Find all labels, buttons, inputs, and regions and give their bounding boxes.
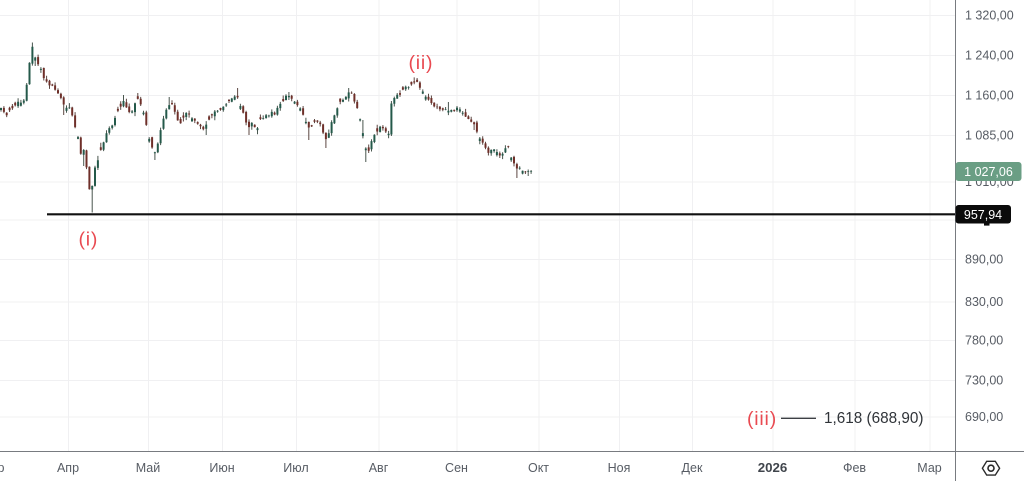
svg-text:890,00: 890,00: [965, 253, 1003, 267]
svg-text:(ii): (ii): [409, 52, 434, 74]
svg-text:830,00: 830,00: [965, 295, 1003, 309]
svg-text:1,618 (688,90): 1,618 (688,90): [824, 410, 924, 427]
svg-text:957,94: 957,94: [964, 208, 1002, 222]
svg-text:Дек: Дек: [682, 461, 703, 475]
svg-text:Окт: Окт: [528, 461, 549, 475]
svg-text:1 240,00: 1 240,00: [965, 49, 1014, 63]
svg-text:Май: Май: [136, 461, 161, 475]
svg-text:Мар: Мар: [0, 461, 5, 475]
svg-text:Июл: Июл: [283, 461, 308, 475]
svg-text:Фев: Фев: [843, 461, 866, 475]
svg-text:690,00: 690,00: [965, 410, 1003, 424]
svg-text:730,00: 730,00: [965, 374, 1003, 388]
svg-text:1 160,00: 1 160,00: [965, 89, 1014, 103]
svg-text:Июн: Июн: [209, 461, 234, 475]
svg-text:Авг: Авг: [369, 461, 389, 475]
svg-text:Апр: Апр: [57, 461, 79, 475]
svg-text:(iii): (iii): [747, 408, 777, 430]
svg-text:1 085,00: 1 085,00: [965, 129, 1014, 143]
svg-text:Мар: Мар: [917, 461, 942, 475]
svg-text:Ноя: Ноя: [608, 461, 631, 475]
svg-text:(i): (i): [79, 229, 99, 251]
svg-text:2026: 2026: [758, 460, 788, 475]
svg-text:780,00: 780,00: [965, 334, 1003, 348]
svg-text:Сен: Сен: [445, 461, 468, 475]
svg-text:1 027,06: 1 027,06: [964, 165, 1013, 179]
svg-text:1 320,00: 1 320,00: [965, 9, 1014, 23]
